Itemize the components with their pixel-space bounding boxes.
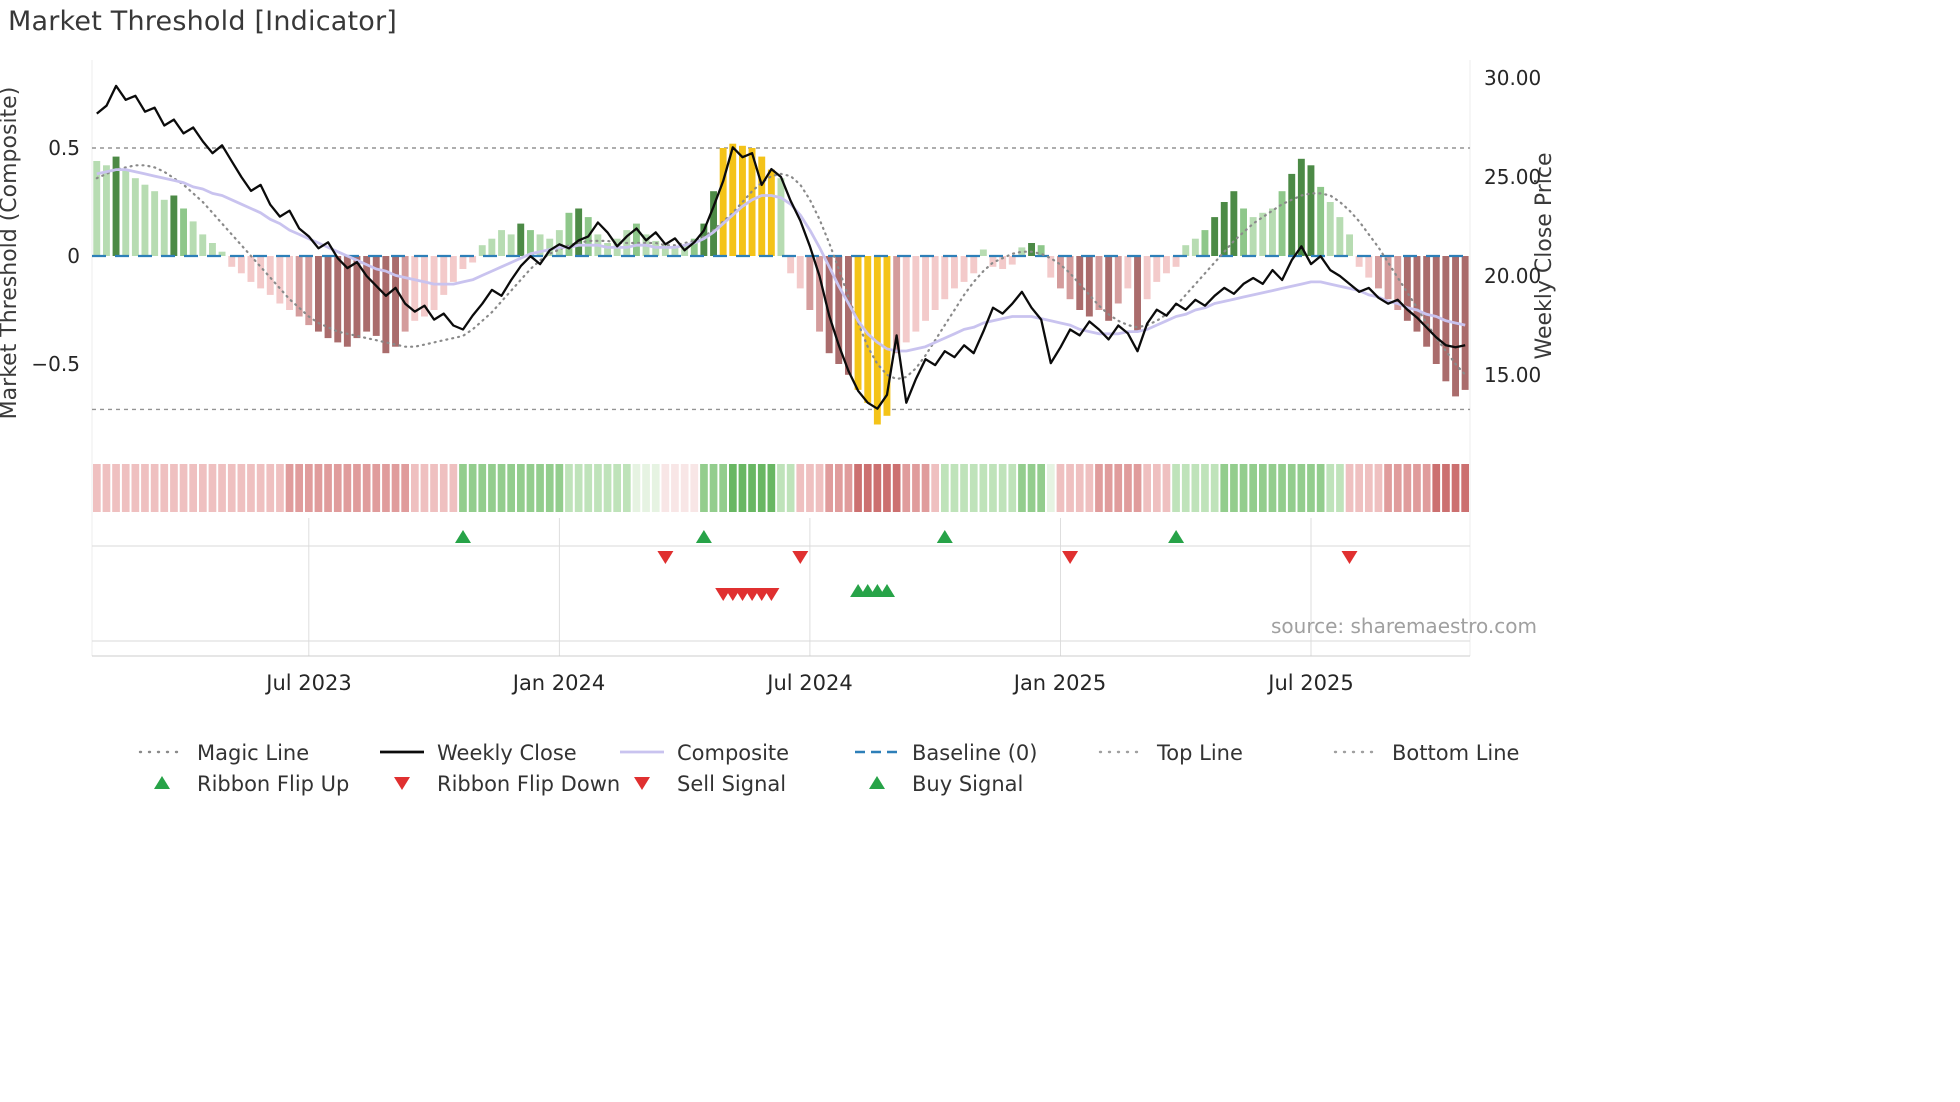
legend-label: Ribbon Flip Down (437, 772, 620, 796)
svg-text:0: 0 (67, 244, 80, 268)
composite-bars (93, 143, 1469, 425)
legend-label: Bottom Line (1392, 741, 1519, 765)
buy-signal-marker (879, 584, 895, 597)
signal-band-gridlines (308, 518, 1312, 656)
legend-marker-sample (634, 777, 650, 790)
ribbon-flip-up-marker (695, 530, 712, 543)
legend-label: Baseline (0) (912, 741, 1037, 765)
svg-text:25.00: 25.00 (1484, 165, 1541, 189)
legend-label: Weekly Close (437, 741, 577, 765)
magic-line (95, 164, 1467, 381)
legend-label: Ribbon Flip Up (197, 772, 349, 796)
legend-label: Composite (677, 741, 789, 765)
right-axis-label: Weekly Close Price (1532, 153, 1557, 360)
ribbon-flip-down-marker (792, 551, 809, 564)
signal-markers (455, 530, 1358, 601)
source-attribution: source: sharemaestro.com (1271, 614, 1537, 638)
chart-title: Market Threshold [Indicator] (8, 6, 398, 37)
left-axis-label: Market Threshold (Composite) (0, 87, 22, 420)
svg-text:Jul 2024: Jul 2024 (765, 671, 852, 695)
svg-text:Jul 2025: Jul 2025 (1266, 671, 1353, 695)
ribbon-flip-up-marker (936, 530, 953, 543)
sell-signal-marker (763, 588, 780, 601)
legend-marker-sample (154, 776, 170, 789)
legend-label: Buy Signal (912, 772, 1023, 796)
y-right-ticks: 30.00 25.00 20.00 15.00 (1484, 66, 1541, 387)
weekly-close-line (96, 84, 1466, 410)
ribbon-flip-down-marker (1062, 551, 1079, 564)
chart-content: 0.5 0 −0.5 30.00 25.00 20.00 15.00 Jul 2023 Jan … (31, 60, 1541, 796)
svg-text:30.00: 30.00 (1484, 66, 1541, 90)
ribbon-flip-up-marker (455, 530, 471, 543)
ribbon-flip-down-marker (657, 551, 674, 564)
composite-line (96, 168, 1466, 353)
legend-label: Sell Signal (677, 772, 786, 796)
svg-text:−0.5: −0.5 (31, 352, 80, 376)
legend-marker-sample (869, 776, 885, 789)
svg-text:15.00: 15.00 (1484, 363, 1541, 387)
svg-text:Jul 2023: Jul 2023 (264, 671, 351, 695)
ribbon-strip (93, 464, 1469, 512)
ribbon-flip-up-marker (1168, 530, 1185, 543)
svg-text:0.5: 0.5 (48, 136, 80, 160)
legend-label: Magic Line (197, 741, 309, 765)
legend-marker-sample (394, 777, 410, 790)
svg-text:Jan 2025: Jan 2025 (1012, 671, 1107, 695)
legend-label: Top Line (1156, 741, 1243, 765)
x-ticks: Jul 2023 Jan 2024 Jul 2024 Jan 2025 Jul 2025 (264, 671, 1353, 695)
legend: Magic Line Weekly Close Composite Baseline … (138, 741, 1519, 796)
y-left-ticks: 0.5 0 −0.5 (31, 136, 80, 376)
svg-text:20.00: 20.00 (1484, 264, 1541, 288)
svg-text:Jan 2024: Jan 2024 (511, 671, 606, 695)
ribbon-flip-down-marker (1341, 551, 1358, 564)
